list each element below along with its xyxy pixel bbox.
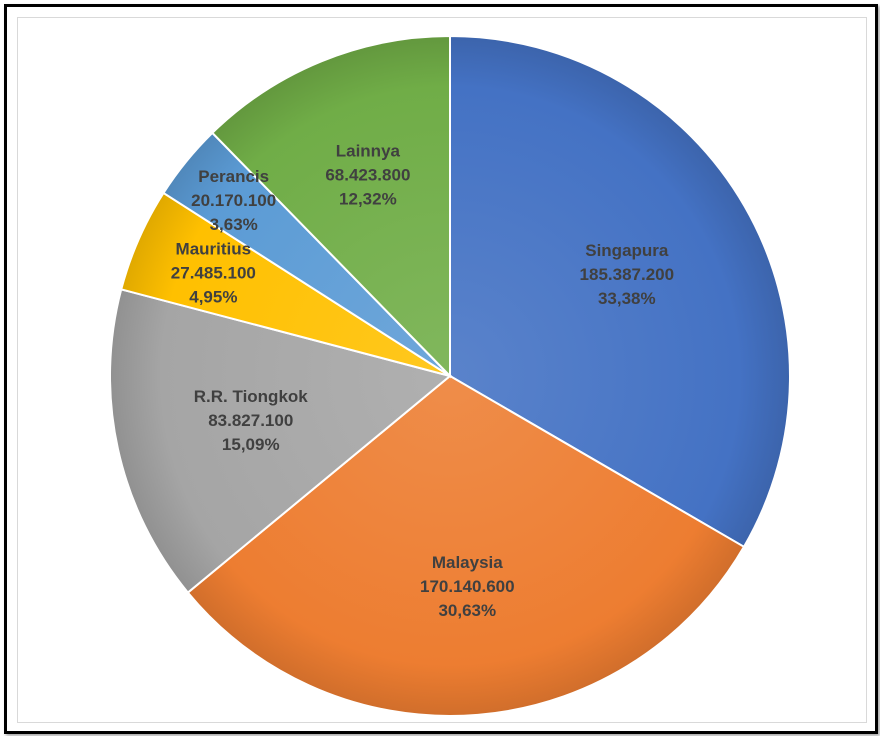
slice-label-percent-3: 4,95%	[189, 287, 237, 306]
pie-slice-r-r-tiongkok	[109, 288, 453, 594]
slice-label-percent-5: 12,32%	[339, 189, 397, 208]
slice-label-name-2: R.R. Tiongkok	[194, 387, 309, 406]
slice-label-value-0: 185.387.200	[580, 265, 675, 284]
slice-label-name-4: Perancis	[198, 167, 269, 186]
slice-label-percent-4: 3,63%	[210, 215, 258, 234]
slice-label-name-1: Malaysia	[432, 553, 503, 572]
slice-label-value-1: 170.140.600	[420, 577, 515, 596]
slice-label-percent-2: 15,09%	[222, 435, 280, 454]
pie-slice-lainnya	[210, 34, 451, 379]
slice-label-percent-0: 33,38%	[598, 289, 656, 308]
chart-area	[17, 17, 867, 723]
pie-slice-singapura	[449, 34, 791, 549]
slice-label-value-4: 20.170.100	[191, 191, 276, 210]
slice-label-name-0: Singapura	[585, 241, 669, 260]
slice-label-value-5: 68.423.800	[325, 165, 410, 184]
slice-label-name-5: Lainnya	[336, 141, 401, 160]
slice-label-name-3: Mauritius	[176, 239, 252, 258]
slice-label-value-2: 83.827.100	[208, 411, 293, 430]
slice-label-value-3: 27.485.100	[171, 263, 256, 282]
slice-label-percent-1: 30,63%	[438, 601, 496, 620]
pie-slice-malaysia	[186, 374, 746, 717]
